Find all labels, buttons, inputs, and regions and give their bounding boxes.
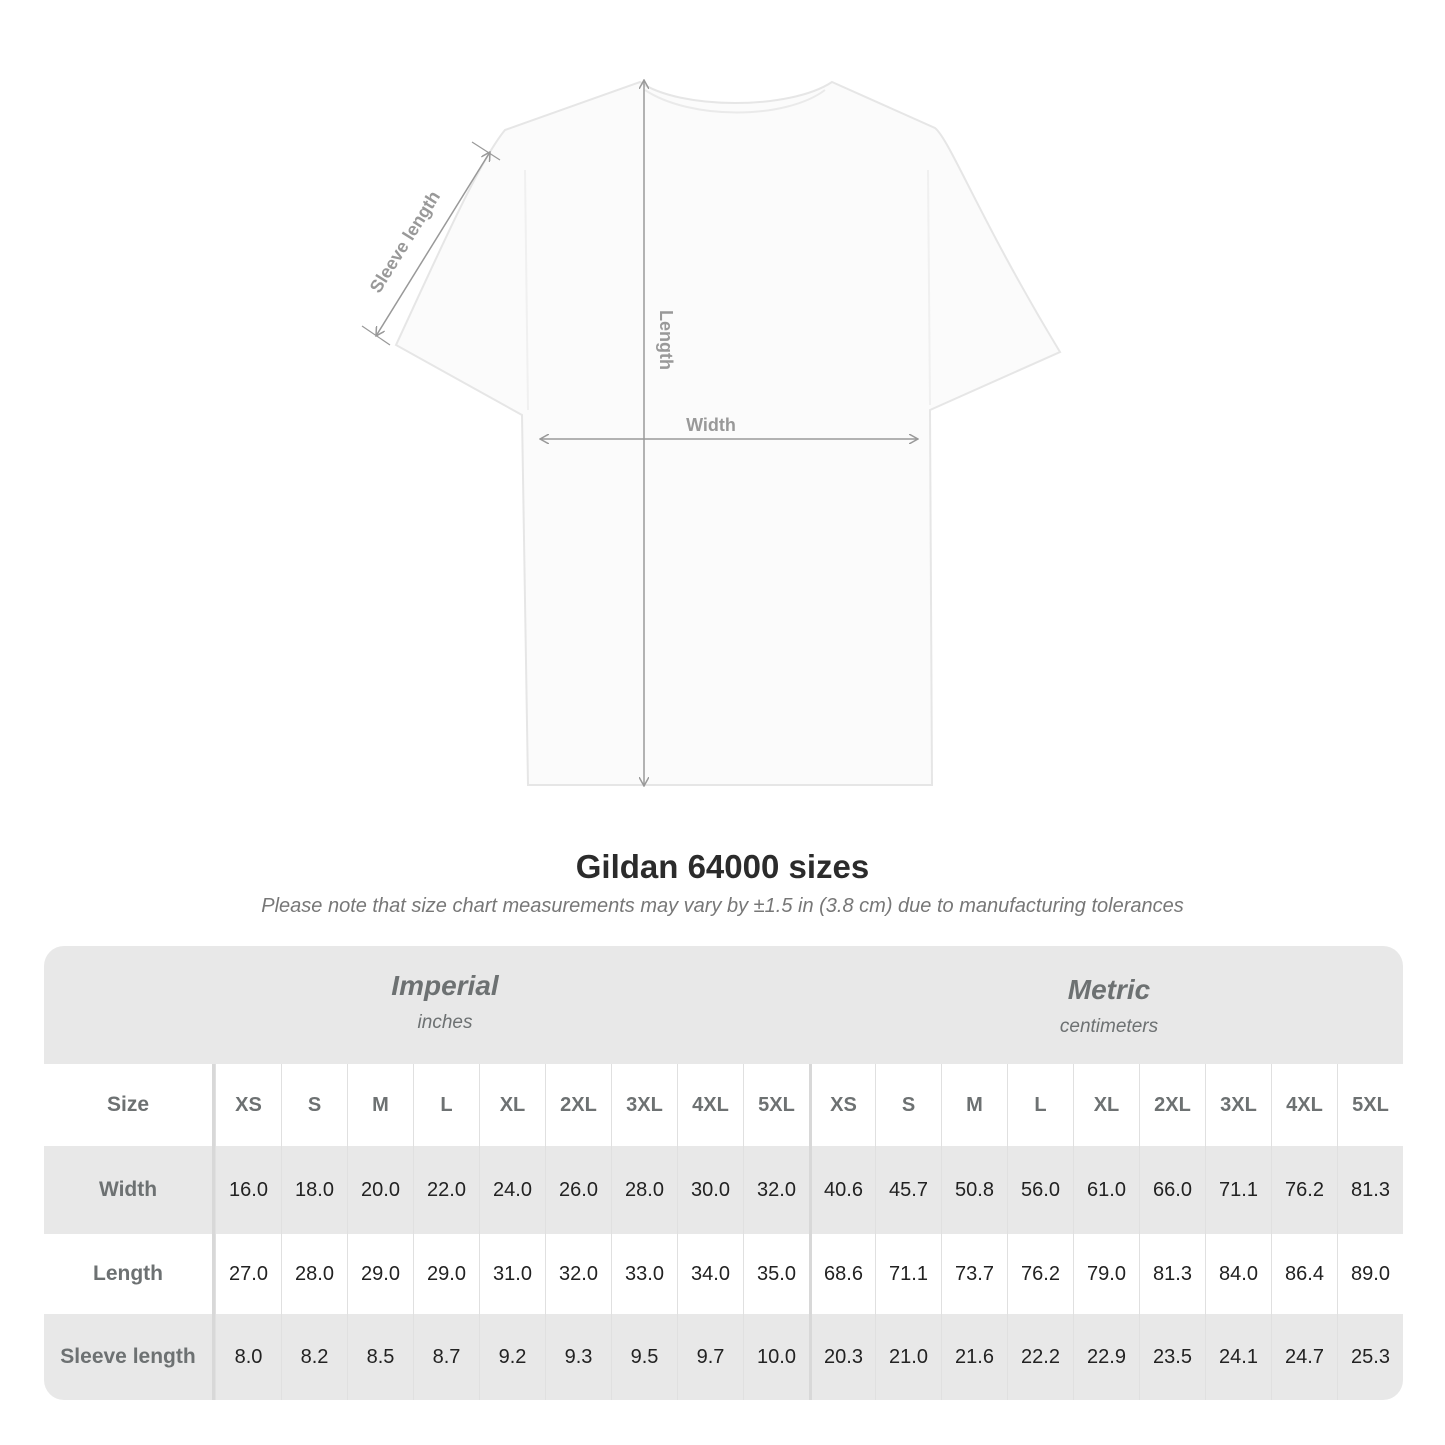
imperial-value-cell: 20.0 (347, 1146, 413, 1234)
imperial-value-cell: 22.0 (413, 1146, 479, 1234)
metric-value-cell: 71.1 (1205, 1146, 1271, 1234)
imperial-value-cell: 34.0 (677, 1234, 743, 1314)
imperial-size-header: S (281, 1064, 347, 1146)
imperial-value-cell: 26.0 (545, 1146, 611, 1234)
length-label: Length (656, 310, 676, 370)
imperial-size-header: 2XL (545, 1064, 611, 1146)
imperial-value-cell: 18.0 (281, 1146, 347, 1234)
imperial-size-header: M (347, 1064, 413, 1146)
imperial-value-cell: 30.0 (677, 1146, 743, 1234)
tolerance-note: Please note that size chart measurements… (261, 895, 1184, 917)
metric-size-header: XL (1073, 1064, 1139, 1146)
metric-value-cell: 45.7 (875, 1146, 941, 1234)
metric-size-header: 3XL (1205, 1064, 1271, 1146)
imperial-value-cell: 32.0 (743, 1146, 809, 1234)
unit-header-band (44, 946, 1403, 1064)
sleeve-measure-line (376, 152, 490, 336)
metric-value-cell: 89.0 (1337, 1234, 1403, 1314)
metric-value-cell: 20.3 (809, 1314, 875, 1400)
metric-value-cell: 25.3 (1337, 1314, 1403, 1400)
size-header-row: Size XS S M L XL 2XL 3XL 4XL 5XL XS S M L XL 2XL 3XL 4XL 5… (44, 1064, 1403, 1146)
row-label: Length (44, 1234, 215, 1314)
metric-header: Metric centimeters (809, 974, 1403, 1038)
imperial-value-cell: 8.0 (215, 1314, 281, 1400)
size-label: Size (44, 1064, 215, 1146)
metric-value-cell: 66.0 (1139, 1146, 1205, 1234)
metric-unit: centimeters (1059, 1016, 1159, 1037)
imperial-value-cell: 29.0 (347, 1234, 413, 1314)
metric-value-cell: 68.6 (809, 1234, 875, 1314)
table-row: Length 27.0 28.0 29.0 29.0 31.0 32.0 33.0 34.0 35… (44, 1234, 1403, 1314)
imperial-value-cell: 9.3 (545, 1314, 611, 1400)
metric-value-cell: 76.2 (1271, 1146, 1337, 1234)
imperial-value-cell: 35.0 (743, 1234, 809, 1314)
imperial-value-cell: 32.0 (545, 1234, 611, 1314)
imperial-value-cell: 8.7 (413, 1314, 479, 1400)
imperial-value-cell: 9.5 (611, 1314, 677, 1400)
imperial-size-header: 4XL (677, 1064, 743, 1146)
imperial-size-header: L (413, 1064, 479, 1146)
metric-value-cell: 86.4 (1271, 1234, 1337, 1314)
table-row: Width 16.0 18.0 20.0 22.0 24.0 26.0 28.0 30.0 32.… (44, 1146, 1403, 1234)
imperial-value-cell: 8.2 (281, 1314, 347, 1400)
metric-size-header: 5XL (1337, 1064, 1403, 1146)
imperial-value-cell: 31.0 (479, 1234, 545, 1314)
metric-size-header: L (1007, 1064, 1073, 1146)
metric-value-cell: 56.0 (1007, 1146, 1073, 1234)
imperial-value-cell: 9.2 (479, 1314, 545, 1400)
imperial-value-cell: 9.7 (677, 1314, 743, 1400)
metric-value-cell: 81.3 (1337, 1146, 1403, 1234)
width-label: Width (686, 415, 736, 435)
metric-value-cell: 61.0 (1073, 1146, 1139, 1234)
imperial-value-cell: 28.0 (281, 1234, 347, 1314)
metric-value-cell: 76.2 (1007, 1234, 1073, 1314)
metric-value-cell: 73.7 (941, 1234, 1007, 1314)
page-title: Gildan 64000 sizes (575, 848, 870, 885)
metric-title: Metric (1067, 974, 1151, 1005)
imperial-title: Imperial (391, 970, 499, 1001)
imperial-value-cell: 24.0 (479, 1146, 545, 1234)
tshirt-diagram: Sleeve length Length Width (361, 0, 1062, 820)
metric-value-cell: 21.6 (941, 1314, 1007, 1400)
metric-value-cell: 79.0 (1073, 1234, 1139, 1314)
metric-size-header: 2XL (1139, 1064, 1205, 1146)
row-label: Width (44, 1146, 215, 1234)
imperial-size-header: 5XL (743, 1064, 809, 1146)
metric-value-cell: 22.9 (1073, 1314, 1139, 1400)
imperial-value-cell: 27.0 (215, 1234, 281, 1314)
size-table: Imperial inches Metric centimeters Size X… (44, 946, 1403, 1400)
metric-value-cell: 71.1 (875, 1234, 941, 1314)
imperial-value-cell: 8.5 (347, 1314, 413, 1400)
metric-value-cell: 24.7 (1271, 1314, 1337, 1400)
metric-size-header: S (875, 1064, 941, 1146)
metric-value-cell: 84.0 (1205, 1234, 1271, 1314)
imperial-value-cell: 33.0 (611, 1234, 677, 1314)
metric-value-cell: 22.2 (1007, 1314, 1073, 1400)
table-row: Sleeve length 8.0 8.2 8.5 8.7 9.2 9.3 9.5 9.7 10.… (44, 1314, 1403, 1400)
metric-size-header: 4XL (1271, 1064, 1337, 1146)
metric-value-cell: 24.1 (1205, 1314, 1271, 1400)
imperial-value-cell: 28.0 (611, 1146, 677, 1234)
imperial-unit: inches (417, 1012, 473, 1033)
imperial-size-header: 3XL (611, 1064, 677, 1146)
metric-value-cell: 81.3 (1139, 1234, 1205, 1314)
metric-size-header: XS (809, 1064, 875, 1146)
imperial-value-cell: 16.0 (215, 1146, 281, 1234)
row-label: Sleeve length (44, 1314, 215, 1400)
metric-value-cell: 21.0 (875, 1314, 941, 1400)
imperial-size-header: XS (215, 1064, 281, 1146)
imperial-header: Imperial inches (215, 970, 675, 1034)
imperial-value-cell: 29.0 (413, 1234, 479, 1314)
metric-size-header: M (941, 1064, 1007, 1146)
imperial-value-cell: 10.0 (743, 1314, 809, 1400)
metric-value-cell: 40.6 (809, 1146, 875, 1234)
imperial-size-header: XL (479, 1064, 545, 1146)
metric-value-cell: 50.8 (941, 1146, 1007, 1234)
metric-value-cell: 23.5 (1139, 1314, 1205, 1400)
